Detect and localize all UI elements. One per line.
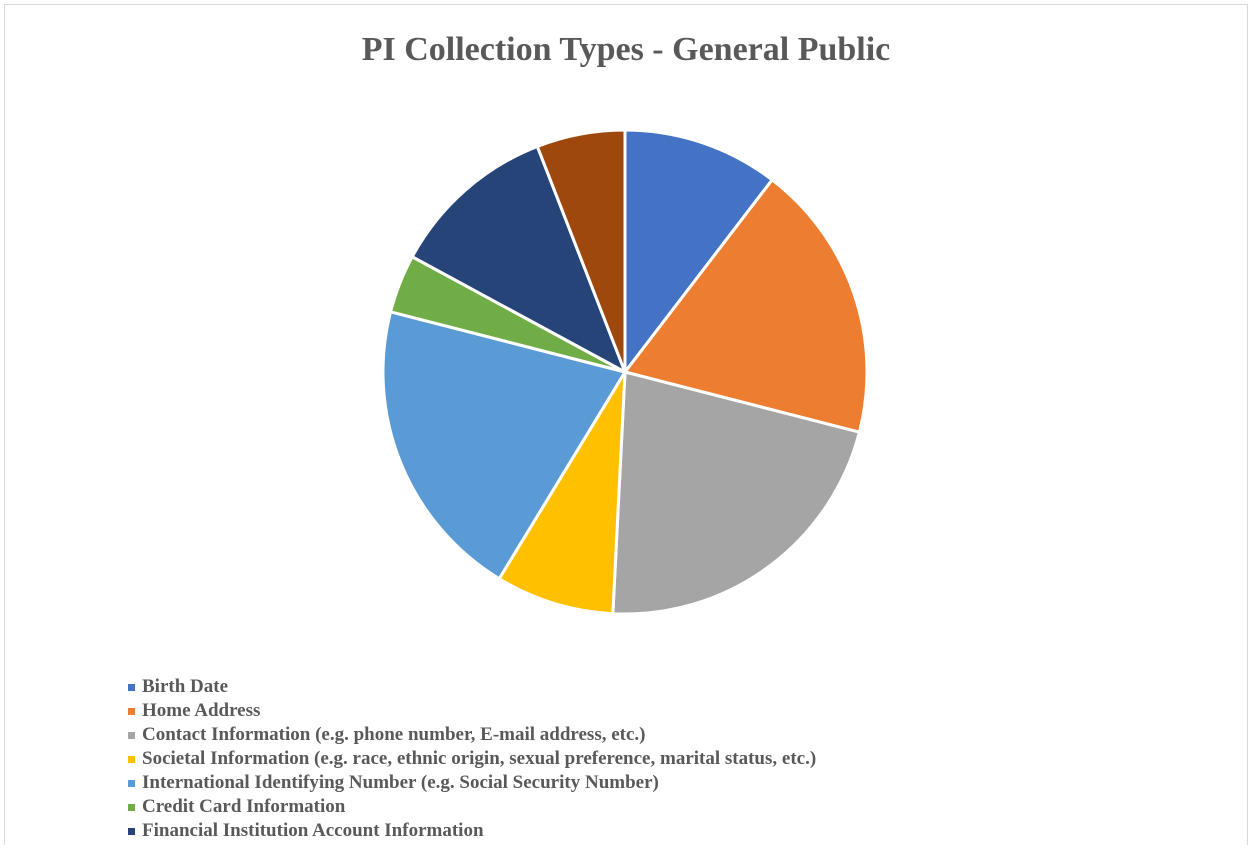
legend-item: International Identifying Number (e.g. S…	[128, 771, 816, 795]
legend-label: International Identifying Number (e.g. S…	[142, 772, 659, 793]
legend-item: Credit Card Information	[128, 795, 816, 819]
chart-area	[4, 4, 1248, 845]
pie-slice-4	[381, 310, 627, 581]
legend-swatch	[128, 755, 135, 763]
pie-slice-6	[410, 144, 627, 374]
legend-label: Societal Information (e.g. race, ethnic …	[142, 748, 817, 769]
legend-item: Home Address	[128, 699, 816, 723]
pie-slice-7	[535, 128, 627, 374]
pie-slice-0	[623, 128, 774, 374]
pie-slice-1	[623, 178, 869, 434]
pie-slice-3	[497, 370, 627, 616]
legend-label: Birth Date	[142, 676, 229, 697]
legend-swatch	[128, 731, 135, 739]
legend-item: Birth Date	[128, 675, 816, 699]
legend-item: Financial Institution Account Informatio…	[128, 819, 816, 843]
legend-item: Societal Information (e.g. race, ethnic …	[128, 747, 816, 771]
chart-title: PI Collection Types - General Public	[361, 31, 891, 68]
legend-swatch	[128, 707, 135, 715]
legend-label: Credit Card Information	[142, 796, 346, 817]
legend-label: Home Address	[142, 700, 261, 721]
legend-swatch	[128, 779, 135, 787]
legend-label: Financial Institution Account Informatio…	[142, 820, 484, 841]
pie-slice-2	[611, 370, 861, 616]
legend-swatch	[128, 827, 135, 835]
legend-item: Contact Information (e.g. phone number, …	[128, 723, 816, 747]
legend-label: Contact Information (e.g. phone number, …	[142, 724, 646, 745]
legend-swatch	[128, 683, 135, 691]
chart-legend: Birth Date Home Address Contact Informatio…	[128, 675, 816, 843]
legend-swatch	[128, 803, 135, 811]
